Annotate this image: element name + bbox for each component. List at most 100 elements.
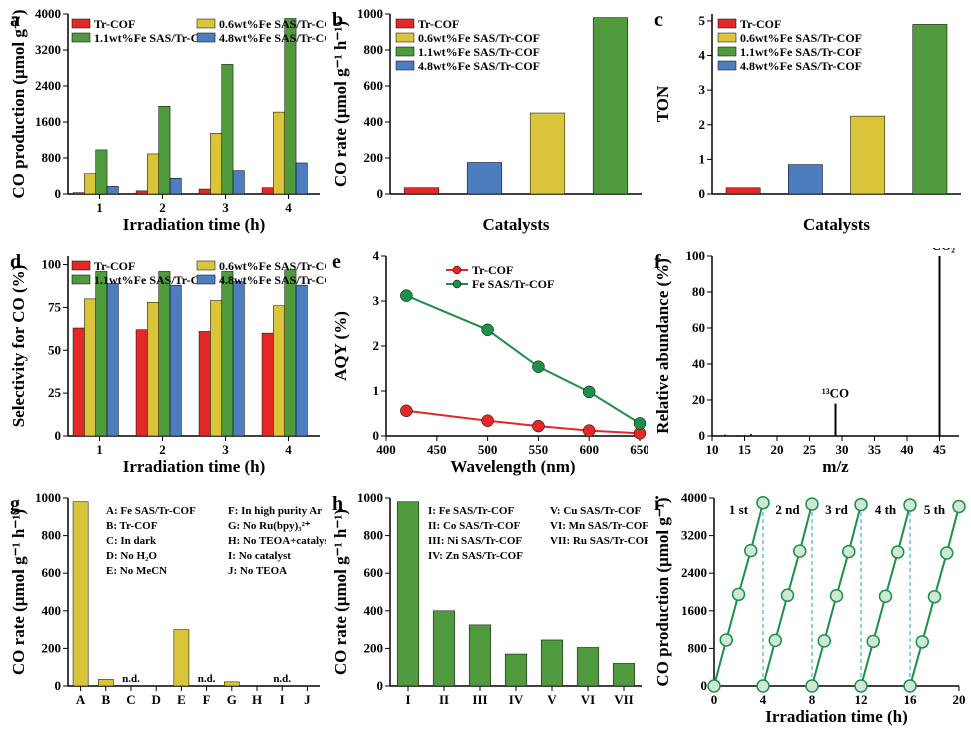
svg-text:4: 4 xyxy=(760,692,767,707)
svg-text:1.1wt%Fe SAS/Tr-COF: 1.1wt%Fe SAS/Tr-COF xyxy=(418,45,540,59)
svg-text:0: 0 xyxy=(711,692,718,707)
svg-text:Selectivity for CO (%): Selectivity for CO (%) xyxy=(9,265,28,428)
svg-text:c: c xyxy=(654,9,663,31)
panel-c: c012345TONCatalystsTr-COF0.6wt%Fe SAS/Tr… xyxy=(652,6,967,236)
svg-text:2: 2 xyxy=(699,117,706,132)
svg-text:1: 1 xyxy=(373,383,380,398)
svg-text:¹³CO: ¹³CO xyxy=(822,386,849,401)
svg-text:A: A xyxy=(76,692,86,707)
svg-text:1: 1 xyxy=(96,442,103,457)
svg-text:600: 600 xyxy=(579,442,599,457)
svg-text:650: 650 xyxy=(630,442,648,457)
svg-text:CO production (μmol g⁻¹): CO production (μmol g⁻¹) xyxy=(9,9,28,198)
svg-text:Tr-COF: Tr-COF xyxy=(94,17,135,31)
svg-text:0: 0 xyxy=(699,186,706,201)
svg-text:Tr-COF: Tr-COF xyxy=(418,17,459,31)
svg-text:Irradiation time (h): Irradiation time (h) xyxy=(123,457,266,476)
svg-text:25: 25 xyxy=(48,385,62,400)
svg-text:n.d.: n.d. xyxy=(122,673,140,685)
svg-text:1000: 1000 xyxy=(35,490,61,505)
svg-text:A: Fe SAS/Tr-COF: A: Fe SAS/Tr-COF xyxy=(106,505,196,517)
svg-text:1 st: 1 st xyxy=(729,502,749,517)
svg-text:E: No MeCN: E: No MeCN xyxy=(106,565,167,577)
svg-text:III: Ni SAS/Tr-COF: III: Ni SAS/Tr-COF xyxy=(428,535,522,547)
svg-text:0.6wt%Fe SAS/Tr-COF: 0.6wt%Fe SAS/Tr-COF xyxy=(219,259,326,273)
svg-text:H: No TEOA+catalyst: H: No TEOA+catalyst xyxy=(228,535,326,547)
svg-text:2: 2 xyxy=(159,442,166,457)
svg-text:TON: TON xyxy=(653,85,672,122)
svg-text:0: 0 xyxy=(55,428,62,443)
svg-text:4: 4 xyxy=(285,200,292,215)
svg-text:20: 20 xyxy=(771,442,784,457)
svg-text:80: 80 xyxy=(692,284,705,299)
svg-text:B: B xyxy=(101,692,110,707)
svg-text:Catalysts: Catalysts xyxy=(803,215,870,234)
svg-text:V: V xyxy=(547,692,557,707)
svg-text:3: 3 xyxy=(222,442,229,457)
svg-text:1: 1 xyxy=(96,200,103,215)
svg-text:40: 40 xyxy=(692,356,705,371)
svg-text:3 rd: 3 rd xyxy=(825,502,849,517)
svg-text:Irradiation time (h): Irradiation time (h) xyxy=(765,707,908,726)
svg-text:60: 60 xyxy=(692,320,705,335)
svg-text:500: 500 xyxy=(478,442,498,457)
svg-text:2: 2 xyxy=(373,338,380,353)
svg-text:800: 800 xyxy=(42,150,62,165)
svg-text:25: 25 xyxy=(803,442,817,457)
svg-text:100: 100 xyxy=(686,248,706,263)
svg-text:Tr-COF: Tr-COF xyxy=(472,263,513,277)
svg-text:4000: 4000 xyxy=(35,6,61,21)
svg-text:0.6wt%Fe SAS/Tr-COF: 0.6wt%Fe SAS/Tr-COF xyxy=(740,31,862,45)
svg-text:II: II xyxy=(439,692,449,707)
svg-text:3: 3 xyxy=(222,200,229,215)
svg-text:CO production (μmol g⁻¹): CO production (μmol g⁻¹) xyxy=(653,497,672,686)
svg-text:200: 200 xyxy=(364,150,384,165)
svg-text:Tr-COF: Tr-COF xyxy=(740,17,781,31)
svg-text:2 nd: 2 nd xyxy=(775,502,800,517)
svg-text:1.1wt%Fe SAS/Tr-COF: 1.1wt%Fe SAS/Tr-COF xyxy=(740,45,862,59)
svg-text:800: 800 xyxy=(364,528,384,543)
panel-g: g02004006008001000ABCDEFGHIJn.d.n.d.n.d.… xyxy=(8,490,326,728)
svg-text:I: No catalyst: I: No catalyst xyxy=(228,550,291,562)
svg-text:20: 20 xyxy=(692,392,705,407)
svg-text:450: 450 xyxy=(427,442,447,457)
svg-text:1600: 1600 xyxy=(681,603,707,618)
svg-text:E: E xyxy=(177,692,186,707)
svg-text:800: 800 xyxy=(42,528,62,543)
svg-text:0: 0 xyxy=(377,678,384,693)
svg-text:2: 2 xyxy=(159,200,166,215)
svg-text:G: G xyxy=(227,692,237,707)
svg-text:¹³CO₂: ¹³CO₂ xyxy=(924,248,955,253)
svg-text:AQY (%): AQY (%) xyxy=(331,311,350,381)
svg-text:4.8wt%Fe SAS/Tr-COF: 4.8wt%Fe SAS/Tr-COF xyxy=(740,59,862,73)
svg-text:50: 50 xyxy=(48,342,61,357)
svg-text:16: 16 xyxy=(904,692,918,707)
svg-text:0: 0 xyxy=(377,186,384,201)
svg-text:0.6wt%Fe SAS/Tr-COF: 0.6wt%Fe SAS/Tr-COF xyxy=(219,17,326,31)
svg-text:D: D xyxy=(152,692,161,707)
svg-text:8: 8 xyxy=(809,692,816,707)
svg-text:C: In dark: C: In dark xyxy=(106,535,157,547)
svg-text:2400: 2400 xyxy=(681,565,707,580)
svg-text:CO rate (μmol g⁻¹ h⁻¹): CO rate (μmol g⁻¹ h⁻¹) xyxy=(331,509,350,675)
svg-text:Catalysts: Catalysts xyxy=(482,215,549,234)
svg-text:I: I xyxy=(405,692,410,707)
panel-a: a080016002400320040001234CO production (… xyxy=(8,6,326,236)
svg-text:400: 400 xyxy=(376,442,396,457)
svg-text:600: 600 xyxy=(42,565,62,580)
svg-text:J: J xyxy=(304,692,311,707)
svg-text:35: 35 xyxy=(868,442,882,457)
svg-text:1000: 1000 xyxy=(357,6,383,21)
svg-text:I: Fe SAS/Tr-COF: I: Fe SAS/Tr-COF xyxy=(428,505,514,517)
svg-text:VI: VI xyxy=(581,692,595,707)
svg-text:40: 40 xyxy=(901,442,914,457)
svg-text:75: 75 xyxy=(48,299,62,314)
svg-text:VII: VII xyxy=(614,692,634,707)
svg-text:G: No Ru(bpy)₃²⁺: G: No Ru(bpy)₃²⁺ xyxy=(228,520,311,532)
svg-text:m/z: m/z xyxy=(822,457,849,476)
panel-b: b02004006008001000CO rate (μmol g⁻¹ h⁻¹)… xyxy=(330,6,648,236)
panel-h: h02004006008001000IIIIIIIVVVIVIICO rate … xyxy=(330,490,648,728)
svg-text:45: 45 xyxy=(933,442,947,457)
svg-text:4: 4 xyxy=(285,442,292,457)
svg-text:4.8wt%Fe SAS/Tr-COF: 4.8wt%Fe SAS/Tr-COF xyxy=(219,273,326,287)
